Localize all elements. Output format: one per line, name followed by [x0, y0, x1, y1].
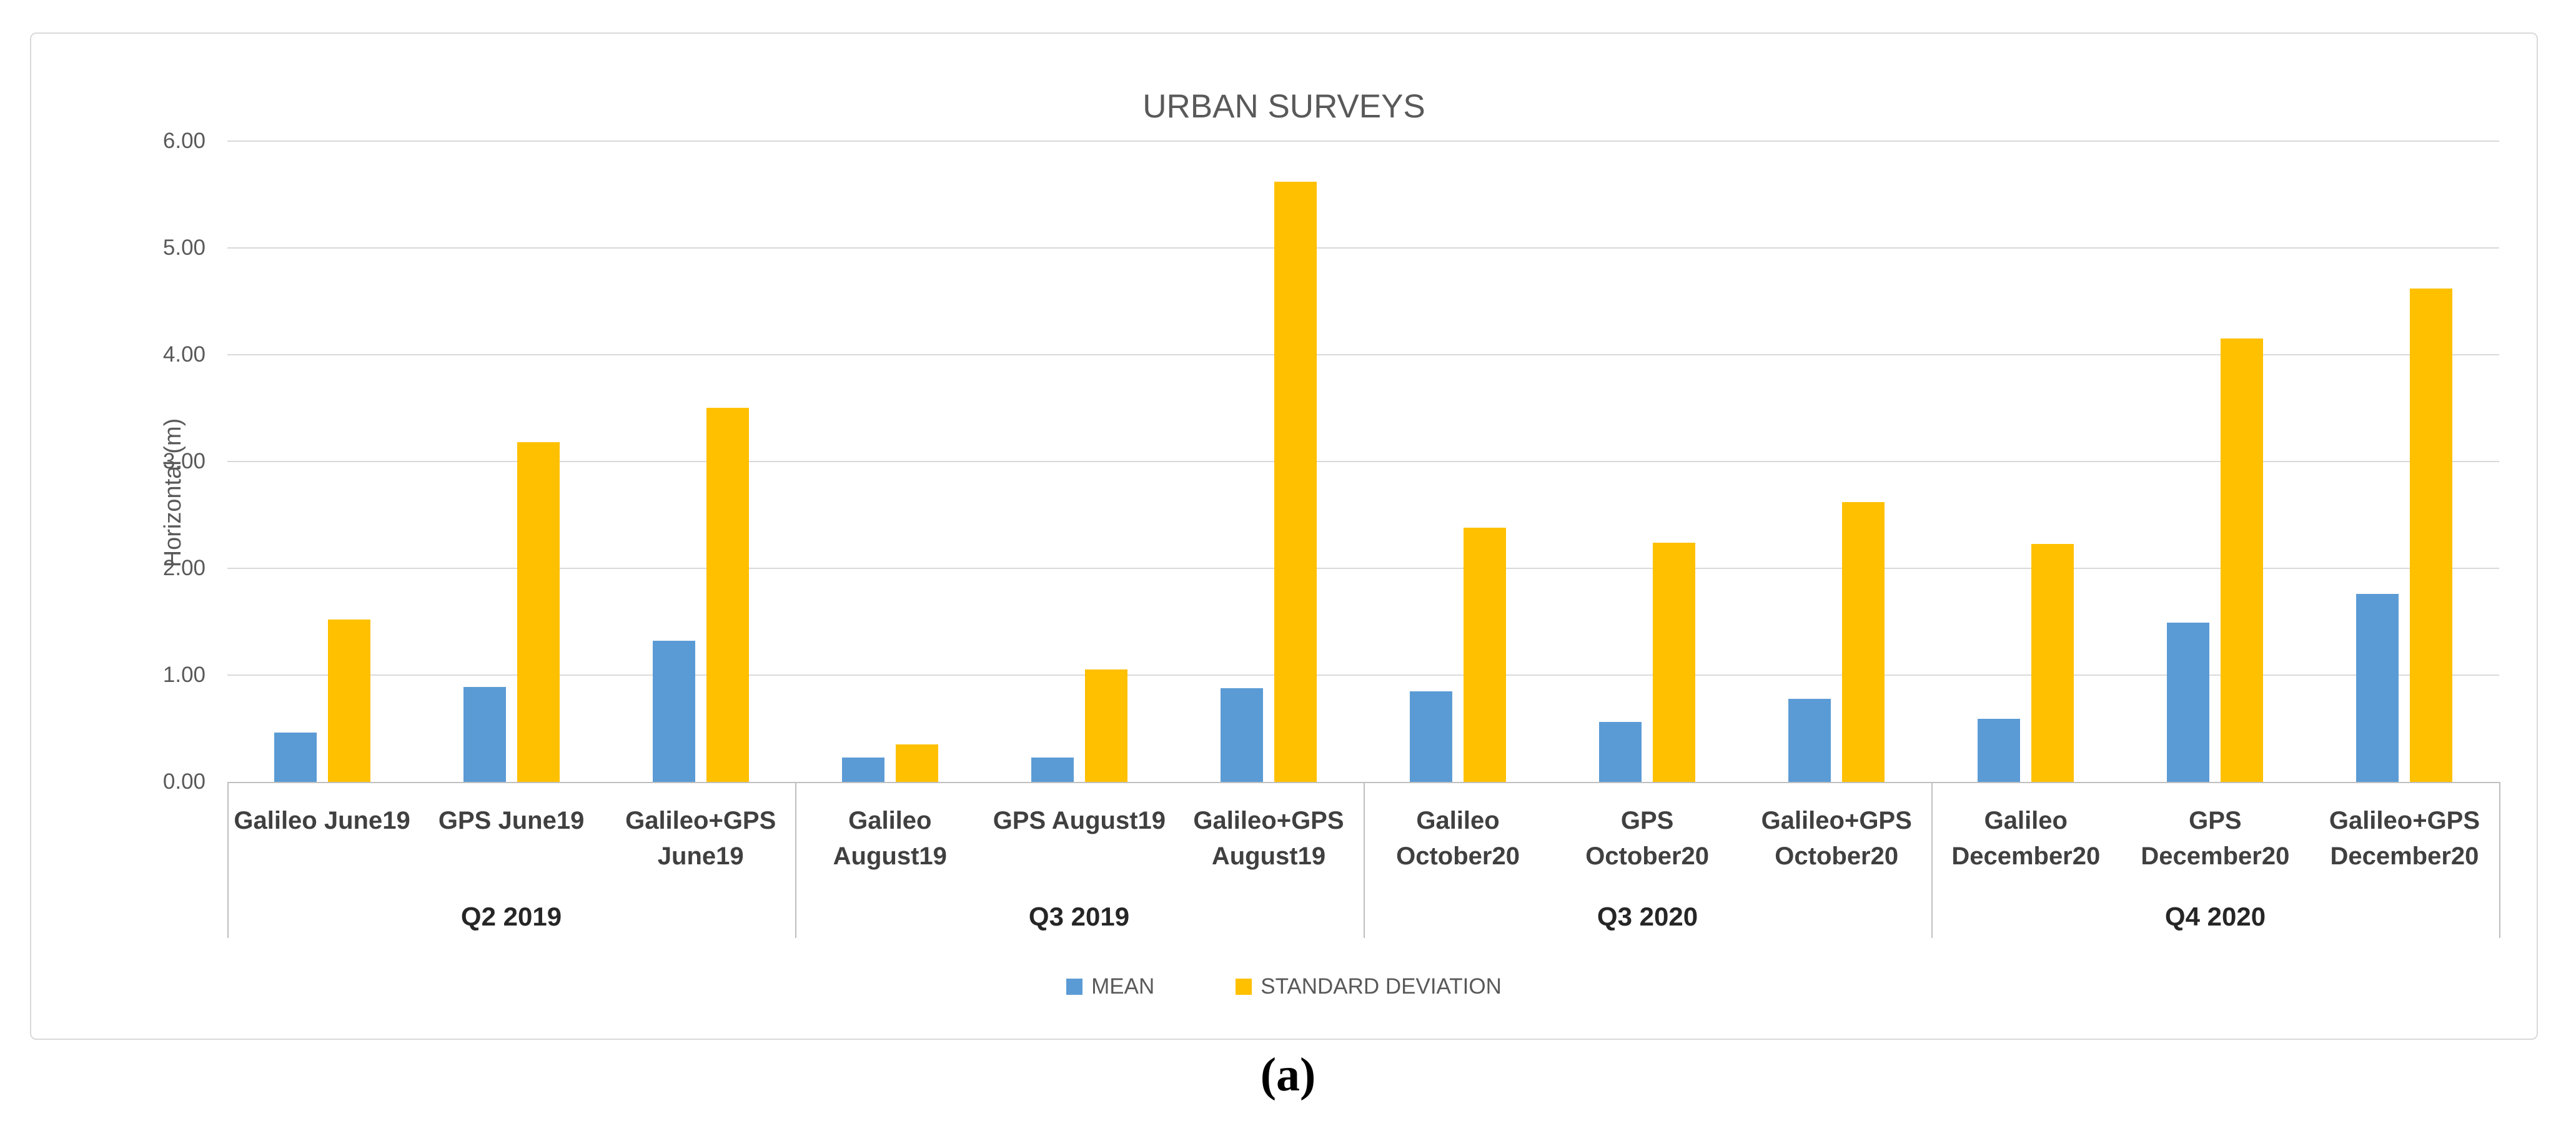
- gridline: [227, 247, 2499, 249]
- category-label-line: December20: [2330, 842, 2479, 870]
- category-label-line: August19: [833, 842, 947, 870]
- category-label: Galileo+GPS August19: [1174, 803, 1363, 874]
- category-label: Galileo December20: [1931, 803, 2121, 874]
- std-bar-galileo+gps-june19: [706, 408, 749, 782]
- mean-bar-galileo-june19: [274, 733, 317, 782]
- std-bar-gps-august19: [1085, 669, 1127, 782]
- std-bar-galileo-june19: [328, 620, 370, 782]
- gridline: [227, 461, 2499, 462]
- std-bar-galileo-december20: [2031, 544, 2074, 782]
- mean-bar-gps-december20: [2167, 623, 2209, 782]
- category-label-line: Galileo+GPS: [625, 807, 776, 834]
- y-tick-label: 6.00: [162, 129, 206, 153]
- category-label: Galileo+GPS June19: [606, 803, 795, 874]
- mean-bar-galileo+gps-december20: [2356, 594, 2399, 782]
- category-label-line: GPS: [2189, 807, 2242, 834]
- std-bar-gps-december20: [2221, 338, 2263, 782]
- category-label-line: October20: [1396, 842, 1520, 870]
- std-bar-gps-june19: [517, 442, 560, 782]
- y-tick-label: 0.00: [162, 769, 206, 794]
- category-label: GPS June19: [417, 803, 606, 839]
- quarter-divider: [1364, 782, 1365, 938]
- mean-bar-galileo-august19: [842, 758, 884, 782]
- quarter-divider: [1931, 782, 1933, 938]
- chart-frame: URBAN SURVEYS Horizontal (m) Galileo Jun…: [30, 32, 2538, 1040]
- category-label-line: Galileo+GPS: [2329, 807, 2480, 834]
- gridline: [227, 354, 2499, 355]
- quarter-label: Q4 2020: [2164, 902, 2266, 931]
- category-label-line: December20: [1951, 842, 2101, 870]
- std-bar-galileo-august19: [896, 744, 938, 782]
- figure-caption: (a): [1260, 1049, 1316, 1101]
- std-bar-galileo-october20: [1464, 528, 1506, 782]
- mean-bar-gps-june19: [463, 687, 506, 782]
- category-label: GPS October20: [1553, 803, 1742, 874]
- std-bar-galileo+gps-august19: [1274, 182, 1317, 782]
- legend-item-mean: MEAN: [1066, 974, 1154, 999]
- quarter-divider: [795, 782, 796, 938]
- category-label-line: GPS June19: [438, 807, 585, 834]
- y-axis-title: Horizontal (m): [160, 418, 186, 568]
- category-label-line: June19: [657, 842, 744, 870]
- category-label: Galileo October20: [1364, 803, 1553, 874]
- gridline: [227, 141, 2499, 142]
- mean-bar-galileo+gps-june19: [653, 641, 695, 782]
- plot-area: [227, 141, 2499, 783]
- category-label-line: Galileo+GPS: [1761, 807, 1912, 834]
- category-label-line: GPS: [1620, 807, 1674, 834]
- mean-bar-galileo+gps-october20: [1788, 699, 1831, 782]
- category-label-line: Galileo: [1984, 807, 2068, 834]
- category-label-line: Galileo+GPS: [1193, 807, 1344, 834]
- gridline: [227, 568, 2499, 569]
- mean-bar-gps-october20: [1599, 722, 1642, 782]
- legend-label-std: STANDARD DEVIATION: [1261, 974, 1502, 999]
- category-label: Galileo+GPS December20: [2310, 803, 2499, 874]
- category-label-line: Galileo June19: [234, 807, 410, 834]
- y-tick-label: 4.00: [162, 342, 206, 367]
- quarter-label: Q3 2019: [1028, 902, 1130, 931]
- quarter-label: Q2 2019: [460, 902, 562, 931]
- mean-bar-galileo+gps-august19: [1221, 688, 1263, 782]
- chart-title: URBAN SURVEYS: [1142, 88, 1425, 125]
- category-label-line: Galileo: [1416, 807, 1500, 834]
- category-label-line: August19: [1211, 842, 1326, 870]
- category-label-line: October20: [1775, 842, 1899, 870]
- category-label: GPS December20: [2121, 803, 2310, 874]
- x-axis-line: [227, 782, 2499, 783]
- category-label: Galileo August19: [795, 803, 984, 874]
- mean-bar-galileo-december20: [1978, 719, 2020, 782]
- y-tick-label: 3.00: [162, 449, 206, 473]
- mean-swatch-icon: [1066, 979, 1083, 995]
- quarter-label: Q3 2020: [1597, 902, 1698, 931]
- y-tick-label: 2.00: [162, 556, 206, 580]
- category-label: Galileo+GPS October20: [1742, 803, 1931, 874]
- quarter-divider: [2499, 782, 2500, 938]
- quarter-divider: [227, 782, 229, 938]
- mean-bar-gps-august19: [1031, 758, 1074, 782]
- y-tick-label: 5.00: [162, 235, 206, 260]
- category-label-line: December20: [2141, 842, 2290, 870]
- gridline: [227, 674, 2499, 676]
- y-tick-label: 1.00: [162, 663, 206, 687]
- mean-bar-galileo-october20: [1410, 691, 1452, 782]
- std-swatch-icon: [1236, 979, 1252, 995]
- std-bar-galileo+gps-december20: [2410, 289, 2452, 782]
- category-label-line: Galileo: [848, 807, 932, 834]
- legend: MEAN STANDARD DEVIATION: [31, 974, 2537, 999]
- category-label-line: October20: [1585, 842, 1710, 870]
- legend-label-mean: MEAN: [1091, 974, 1155, 999]
- std-bar-gps-october20: [1653, 543, 1695, 782]
- category-label: Galileo June19: [227, 803, 417, 839]
- category-label: GPS August19: [984, 803, 1174, 839]
- legend-item-std: STANDARD DEVIATION: [1236, 974, 1502, 999]
- category-label-line: GPS August19: [993, 807, 1166, 834]
- std-bar-galileo+gps-october20: [1842, 502, 1885, 782]
